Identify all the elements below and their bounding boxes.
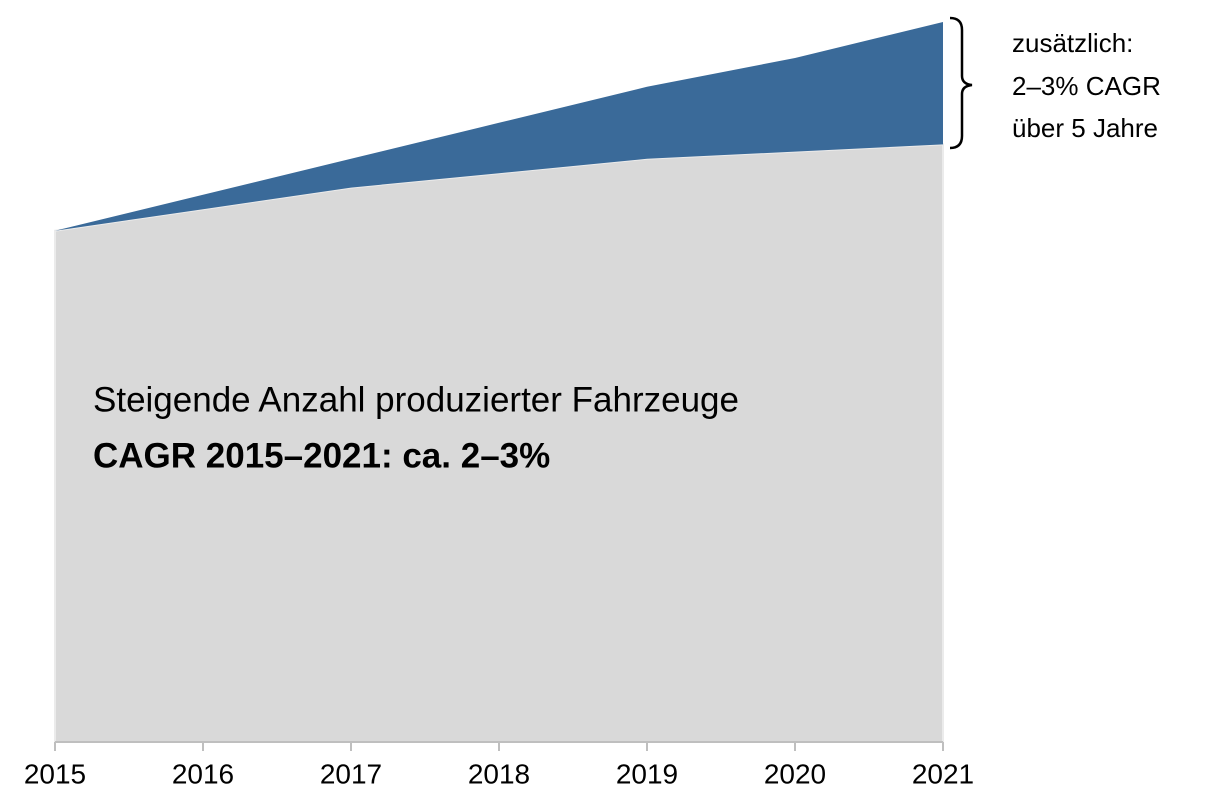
x-tick-label: 2016 bbox=[172, 758, 234, 789]
bracket bbox=[949, 16, 973, 150]
bracket-label: 2–3% CAGR bbox=[1012, 71, 1161, 101]
annotation: Steigende Anzahl produzierter Fahrzeuge bbox=[93, 380, 739, 419]
x-tick-label: 2021 bbox=[912, 758, 974, 789]
x-tick-label: 2020 bbox=[764, 758, 826, 789]
annotation: CAGR 2015–2021: ca. 2–3% bbox=[93, 436, 550, 475]
bracket-label: zusätzlich: bbox=[1012, 28, 1133, 58]
bracket-label: über 5 Jahre bbox=[1012, 113, 1158, 143]
x-tick-label: 2019 bbox=[616, 758, 678, 789]
x-tick-label: 2015 bbox=[24, 758, 86, 789]
x-tick-label: 2018 bbox=[468, 758, 530, 789]
x-tick-label: 2017 bbox=[320, 758, 382, 789]
area bbox=[55, 22, 943, 231]
